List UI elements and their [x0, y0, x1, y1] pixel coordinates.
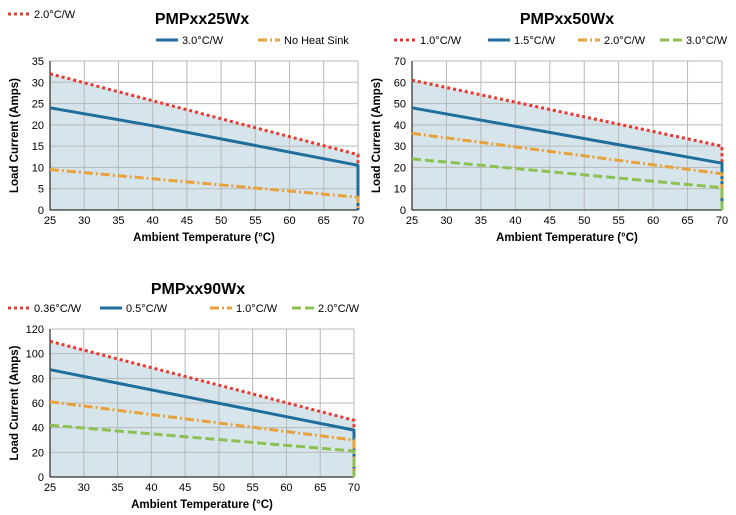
legend-label: 2.0°C/W: [34, 9, 76, 21]
x-tick-label: 35: [111, 482, 123, 494]
y-tick-label: 5: [38, 184, 44, 196]
y-tick-label: 70: [394, 56, 406, 68]
legend-label: No Heat Sink: [284, 35, 349, 47]
x-tick-label: 45: [179, 482, 191, 494]
x-tick-label: 50: [215, 215, 227, 227]
chart-title: PMPxx50Wx: [520, 11, 614, 28]
x-tick-label: 60: [283, 215, 295, 227]
x-tick-label: 65: [314, 482, 326, 494]
chart-1: 25 30 35 40 45 50 55 60 65 70 0 5 10 15 20 25 30 35 PMPxx2…: [8, 9, 364, 244]
x-axis-label: Ambient Temperature (°C): [496, 232, 638, 244]
y-tick-label: 20: [394, 162, 406, 174]
y-tick-label: 20: [32, 447, 44, 459]
x-tick-label: 35: [112, 215, 124, 227]
y-tick-label: 100: [26, 349, 44, 361]
y-tick-label: 60: [394, 77, 406, 89]
y-tick-label: 120: [26, 324, 44, 336]
series-line-3: [49, 168, 360, 210]
x-tick-label: 60: [647, 215, 659, 227]
legend-label: 0.36°C/W: [34, 303, 82, 315]
y-tick-label: 40: [394, 120, 406, 132]
y-tick-label: 0: [400, 205, 406, 217]
y-axis-label: Load Current (Amps): [371, 78, 383, 193]
y-tick-label: 80: [32, 373, 44, 385]
x-tick-label: 25: [406, 215, 418, 227]
legend-label: 0.5°C/W: [126, 303, 168, 315]
x-axis-label: Ambient Temperature (°C): [131, 499, 273, 511]
y-tick-label: 10: [32, 162, 44, 174]
y-tick-label: 40: [32, 423, 44, 435]
y-tick-label: 50: [394, 99, 406, 111]
y-tick-label: 25: [32, 99, 44, 111]
x-tick-label: 35: [475, 215, 487, 227]
shaded-area: [412, 80, 722, 211]
y-tick-label: 30: [32, 77, 44, 89]
y-tick-label: 15: [32, 141, 44, 153]
x-tick-label: 55: [249, 215, 261, 227]
y-tick-label: 0: [38, 205, 44, 217]
shaded-area: [50, 341, 354, 477]
series-line-2: [49, 106, 360, 210]
x-tick-label: 65: [318, 215, 330, 227]
x-tick-label: 55: [613, 215, 625, 227]
x-tick-label: 50: [578, 215, 590, 227]
y-tick-label: 20: [32, 120, 44, 132]
x-tick-label: 65: [681, 215, 693, 227]
legend-label: 2.0°C/W: [604, 35, 646, 47]
x-tick-label: 30: [78, 482, 90, 494]
series-line-4: [49, 423, 356, 477]
chart-2: 25 30 35 40 45 50 55 60 65 70 0 10 20 30 40 50 60 70 PMPxx…: [371, 11, 728, 244]
y-tick-label: 30: [394, 141, 406, 153]
x-axis-label: Ambient Temperature (°C): [133, 232, 275, 244]
x-tick-label: 70: [348, 482, 360, 494]
y-tick-label: 35: [32, 56, 44, 68]
x-tick-label: 45: [544, 215, 556, 227]
x-tick-label: 25: [44, 482, 56, 494]
legend-label: 3.0°C/W: [182, 35, 224, 47]
legend-label: 1.0°C/W: [420, 35, 462, 47]
x-tick-label: 45: [181, 215, 193, 227]
y-tick-label: 10: [394, 184, 406, 196]
x-tick-label: 70: [352, 215, 364, 227]
x-tick-label: 40: [509, 215, 521, 227]
x-tick-label: 55: [247, 482, 259, 494]
x-tick-label: 30: [440, 215, 452, 227]
x-tick-label: 40: [145, 482, 157, 494]
legend-label: 1.5°C/W: [514, 35, 556, 47]
series-line-4: [411, 157, 724, 210]
legend-label: 1.0°C/W: [236, 303, 278, 315]
x-tick-label: 50: [213, 482, 225, 494]
chart-3: 25 30 35 40 45 50 55 60 65 70 0 20 40 60 80 100 120 PMPxx…: [8, 281, 360, 511]
series-line-3: [411, 131, 724, 210]
x-tick-label: 25: [44, 215, 56, 227]
shaded-area: [50, 73, 358, 211]
y-axis-label: Load Current (Amps): [9, 78, 21, 193]
y-tick-label: 0: [38, 472, 44, 484]
series-line-1: [49, 339, 356, 477]
legend-label: 2.0°C/W: [318, 303, 360, 315]
x-tick-label: 40: [147, 215, 159, 227]
x-tick-label: 70: [716, 215, 728, 227]
chart-title: PMPxx90Wx: [151, 281, 245, 298]
y-axis-label: Load Current (Amps): [9, 345, 21, 460]
x-tick-label: 60: [280, 482, 292, 494]
chart-title: PMPxx25Wx: [155, 11, 249, 28]
legend-label: 3.0°C/W: [686, 35, 728, 47]
y-tick-label: 60: [32, 398, 44, 410]
x-tick-label: 30: [78, 215, 90, 227]
